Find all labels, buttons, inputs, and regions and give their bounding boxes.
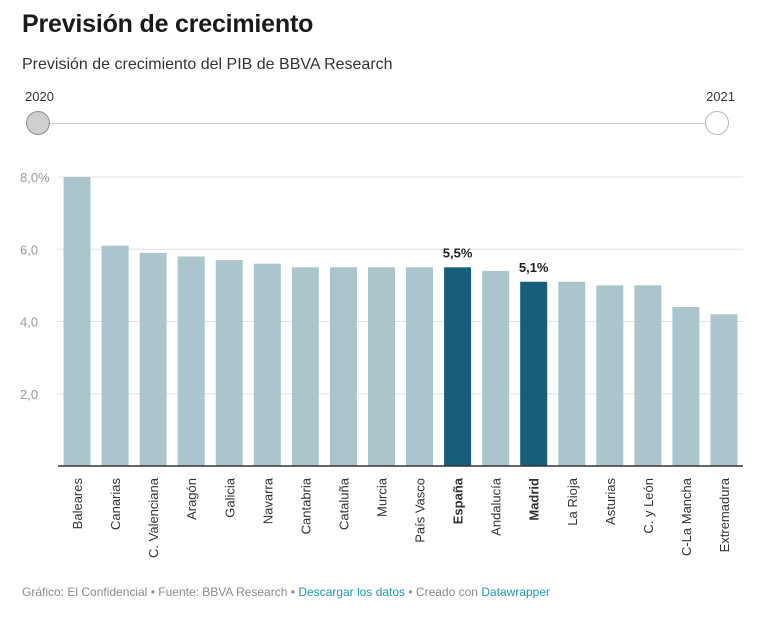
x-tick-label: C-La Mancha	[679, 477, 694, 556]
bar-cantabria[interactable]	[291, 267, 319, 466]
slider-start-label: 2020	[25, 89, 54, 104]
x-tick-label: Baleares	[70, 478, 85, 530]
footer-credit: Gráfico: El Confidencial	[22, 585, 148, 599]
x-tick-label: Madrid	[527, 478, 542, 521]
x-tick-label: Galicia	[222, 477, 237, 518]
bar-aragón[interactable]	[177, 256, 205, 466]
slider-track[interactable]	[38, 123, 717, 124]
chart-title: Previsión de crecimiento	[22, 10, 314, 38]
footer-separator: •	[147, 585, 159, 599]
x-tick-label: Extremadura	[717, 477, 732, 552]
bar-c-valenciana[interactable]	[139, 252, 167, 466]
bar-chart: 2,0 4,0 6,0 8,0% Baleares Canarias C. Valencia…	[20, 170, 743, 558]
x-tick-label: País Vasco	[413, 478, 428, 543]
datawrapper-link[interactable]: Datawrapper	[481, 585, 551, 599]
bar-la-rioja[interactable]	[558, 281, 586, 466]
x-tick-label: España	[451, 477, 466, 524]
footer-separator: •	[287, 585, 299, 599]
bar-país-vasco[interactable]	[406, 267, 434, 466]
chart-subtitle: Previsión de crecimiento del PIB de BBVA…	[22, 56, 393, 73]
bar-navarra[interactable]	[253, 263, 281, 466]
x-tick-label: C. y León	[641, 478, 656, 534]
bar-cataluña[interactable]	[329, 267, 357, 466]
bar-extremadura[interactable]	[710, 314, 738, 466]
bar-andalucía[interactable]	[482, 270, 510, 466]
footer: Gráfico: El Confidencial • Fuente: BBVA …	[22, 585, 550, 599]
footer-separator: •	[405, 585, 416, 599]
x-tick-label: Asturias	[603, 478, 618, 525]
x-tick-label: Aragón	[184, 478, 199, 520]
x-tick-label: Andalucía	[489, 477, 504, 536]
slider-knob-2021[interactable]	[705, 111, 729, 135]
slider-end-label: 2021	[706, 89, 735, 104]
y-tick-label: 8,0%	[20, 170, 50, 185]
bar-c-la-mancha[interactable]	[672, 307, 700, 466]
bar-españa[interactable]	[444, 267, 472, 466]
bar-asturias[interactable]	[596, 285, 624, 466]
x-tick-label: Navarra	[260, 477, 275, 524]
x-tick-label: Cantabria	[298, 477, 313, 534]
created-with-text: Creado con	[415, 585, 478, 599]
bar-canarias[interactable]	[101, 245, 129, 466]
x-tick-label: La Rioja	[565, 477, 580, 525]
x-tick-label: Canarias	[108, 478, 123, 531]
x-tick-label: Murcia	[374, 477, 389, 517]
y-tick-label: 6,0	[20, 242, 38, 257]
bar-madrid[interactable]	[520, 281, 548, 466]
data-label: 5,5%	[443, 245, 473, 260]
bar-galicia[interactable]	[215, 260, 243, 466]
slider-knob-2020[interactable]	[26, 111, 50, 135]
footer-source: Fuente: BBVA Research	[158, 585, 288, 599]
bar-murcia[interactable]	[367, 267, 395, 466]
download-data-link[interactable]: Descargar los datos	[298, 585, 406, 599]
x-tick-label: C. Valenciana	[146, 477, 161, 558]
x-tick-label: Cataluña	[336, 477, 351, 530]
bar-baleares[interactable]	[63, 177, 91, 466]
bar-c-y-león[interactable]	[634, 285, 662, 466]
data-label: 5,1%	[519, 260, 549, 275]
y-tick-label: 2,0	[20, 387, 38, 402]
y-tick-label: 4,0	[20, 315, 38, 330]
